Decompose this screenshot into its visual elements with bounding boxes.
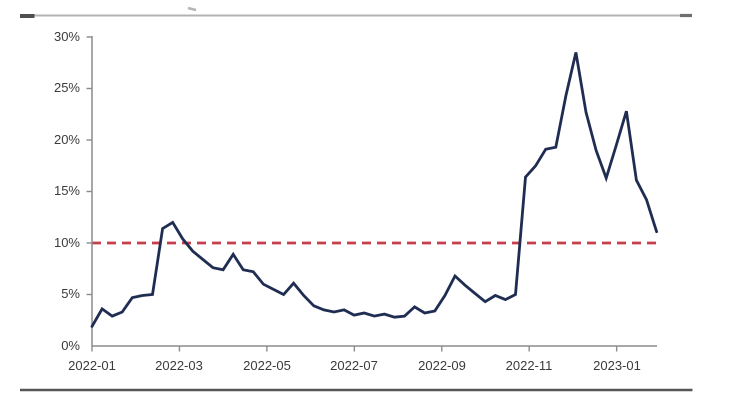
y-axis-label: 0% [61, 338, 80, 353]
y-axis-label: 20% [53, 132, 80, 147]
y-axis-label: 10% [53, 235, 80, 250]
x-axis-label: 2022-05 [243, 358, 291, 373]
y-axis-label: 25% [53, 80, 80, 95]
data-line [90, 52, 658, 328]
x-axis-label: 2022-09 [418, 358, 466, 373]
y-axis-label: 15% [53, 183, 80, 198]
x-axis-label: 2022-01 [68, 358, 116, 373]
x-axis-label: 2022-03 [155, 358, 203, 373]
x-axis-label: 2023-01 [593, 358, 641, 373]
y-axis-label: 30% [53, 29, 80, 44]
y-axis-label: 5% [61, 286, 80, 301]
x-axis-label: 2022-11 [505, 358, 553, 373]
smudge-mark [187, 6, 197, 12]
x-axis-label: 2022-07 [330, 358, 378, 373]
